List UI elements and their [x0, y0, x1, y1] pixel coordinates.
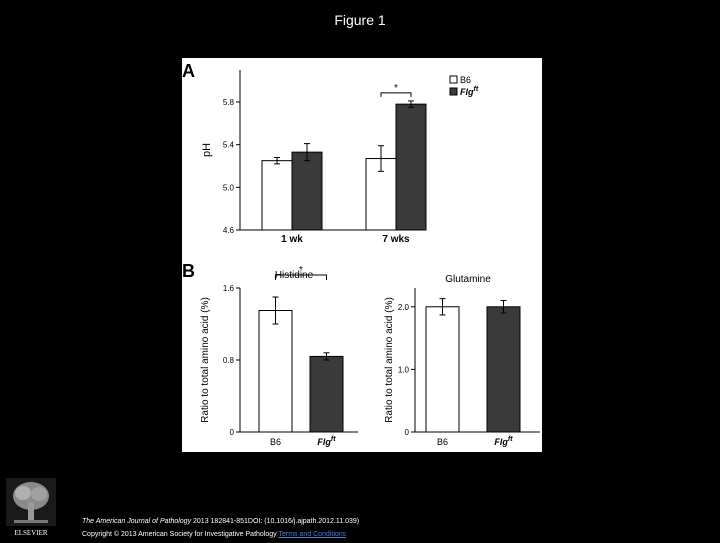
y-axis-label: Ratio to total amino acid (%) [200, 297, 211, 423]
x-tick-label-superscript: ft [508, 436, 513, 443]
y-tick-label: 2.0 [398, 303, 410, 312]
legend-swatch [449, 87, 458, 96]
y-axis-label: pH [201, 143, 213, 157]
bar [486, 306, 521, 433]
significance-bracket [380, 92, 412, 97]
slide-title: Figure 1 [334, 12, 386, 28]
x-tick-label: Flgft [494, 436, 513, 447]
copyright-line: Copyright © 2013 American Society for In… [82, 528, 359, 541]
footer: The American Journal of Pathology 2013 1… [82, 515, 359, 541]
citation-line: The American Journal of Pathology 2013 1… [82, 515, 359, 528]
legend-label: B6 [460, 75, 471, 85]
x-tick-label: Flgft [317, 436, 336, 447]
figure-panel: A B 4.6 5.0 5.4 5.8 pH 1 wk 7 wks * B6 Flgft 0 0.8… [182, 58, 542, 452]
citation: 2013 182841-851DOI: (10.1016/j.ajpath.20… [191, 518, 360, 525]
x-tick-label-text: B6 [270, 437, 281, 447]
terms-link[interactable]: Terms and Conditions [278, 531, 347, 538]
legend-swatch [449, 75, 458, 84]
significance-bracket [275, 274, 327, 280]
x-tick-label: 1 wk [281, 234, 303, 245]
y-tick-label: 5.8 [223, 98, 235, 107]
significance-star: * [394, 83, 398, 94]
y-tick-label: 0.8 [223, 356, 235, 365]
elsevier-tree-icon: ELSEVIER [6, 478, 56, 537]
y-tick-label: 1.6 [223, 284, 235, 293]
chart-title: Glutamine [445, 274, 491, 285]
x-tick-label-text: Flg [317, 437, 331, 447]
panel-b-letter: B [182, 261, 195, 281]
y-tick-label: 5.4 [223, 141, 235, 150]
bar [258, 310, 293, 433]
bar [309, 355, 344, 433]
x-tick-label: 7 wks [382, 234, 410, 245]
bar [291, 151, 323, 231]
copyright: Copyright © 2013 American Society for In… [82, 531, 279, 538]
x-tick-label-text: Flg [494, 437, 508, 447]
bar [395, 103, 427, 231]
journal-name: The American Journal of Pathology [82, 518, 192, 525]
y-tick-label: 0 [405, 428, 410, 437]
y-axis-label: Ratio to total amino acid (%) [384, 297, 395, 423]
legend-label: Flgft [460, 86, 479, 97]
x-tick-label: B6 [437, 437, 448, 447]
y-tick-label: 5.0 [223, 183, 235, 192]
elsevier-wordmark: ELSEVIER [14, 529, 47, 537]
bar [425, 306, 460, 433]
legend-label-superscript: ft [474, 86, 479, 93]
y-tick-label: 1.0 [398, 365, 410, 374]
x-tick-label-text: B6 [437, 437, 448, 447]
bar [261, 160, 293, 231]
x-tick-label-superscript: ft [331, 436, 336, 443]
legend-label-text: Flg [460, 87, 474, 97]
elsevier-logo: ELSEVIER [6, 478, 56, 538]
y-tick-label: 0 [230, 428, 235, 437]
legend-label-text: B6 [460, 75, 471, 85]
significance-star: * [299, 265, 303, 276]
panel-a-letter: A [182, 61, 195, 81]
x-tick-label: B6 [270, 437, 281, 447]
y-tick-label: 4.6 [223, 226, 235, 235]
